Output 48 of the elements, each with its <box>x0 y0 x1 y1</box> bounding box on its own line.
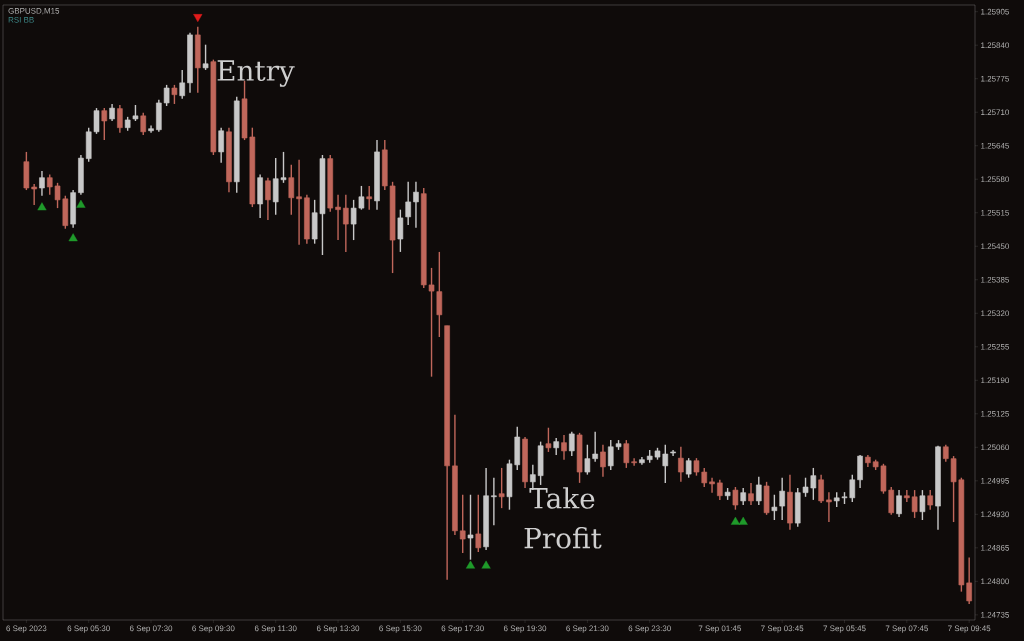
annotation: Take Profit <box>524 487 602 549</box>
candlestick <box>475 494 482 553</box>
candlestick <box>491 477 497 526</box>
candlestick <box>171 84 178 105</box>
candlestick <box>265 176 271 221</box>
candlestick <box>748 482 754 506</box>
candlestick <box>101 107 108 141</box>
candlestick <box>335 194 341 241</box>
candlestick <box>919 489 926 521</box>
point <box>738 516 748 525</box>
candlestick <box>896 489 902 518</box>
point <box>68 233 78 242</box>
candlestick <box>140 112 147 136</box>
candlestick <box>857 454 863 489</box>
candlestick <box>623 439 630 469</box>
candlestick <box>366 185 372 211</box>
candlestick <box>569 431 575 457</box>
candlestick <box>631 457 637 467</box>
point <box>730 516 740 525</box>
candlestick <box>467 494 474 561</box>
candlestick <box>826 491 832 523</box>
candlestick <box>498 467 505 509</box>
candlestick <box>296 158 302 246</box>
candlestick <box>756 475 762 506</box>
candlestick <box>561 434 567 461</box>
candlestick <box>678 446 684 483</box>
point <box>37 202 47 211</box>
point <box>76 199 86 208</box>
candlestick <box>343 194 349 253</box>
candlestick <box>927 489 933 511</box>
candlestick <box>179 69 185 100</box>
point <box>465 560 476 569</box>
candlestick <box>39 170 45 197</box>
candlestick <box>202 43 209 71</box>
candlestick <box>685 457 692 479</box>
candlestick <box>732 486 739 511</box>
candlestick <box>218 126 224 164</box>
candlestick <box>709 477 715 494</box>
point <box>481 560 491 569</box>
candlestick <box>818 473 824 504</box>
candlestick <box>117 104 123 134</box>
candlestick <box>413 181 419 229</box>
candlestick <box>600 444 606 478</box>
annotation: Entry <box>217 60 295 87</box>
candlestick <box>288 164 295 216</box>
candlestick <box>545 427 552 453</box>
candlestick <box>459 494 466 554</box>
candlestick <box>717 479 723 501</box>
